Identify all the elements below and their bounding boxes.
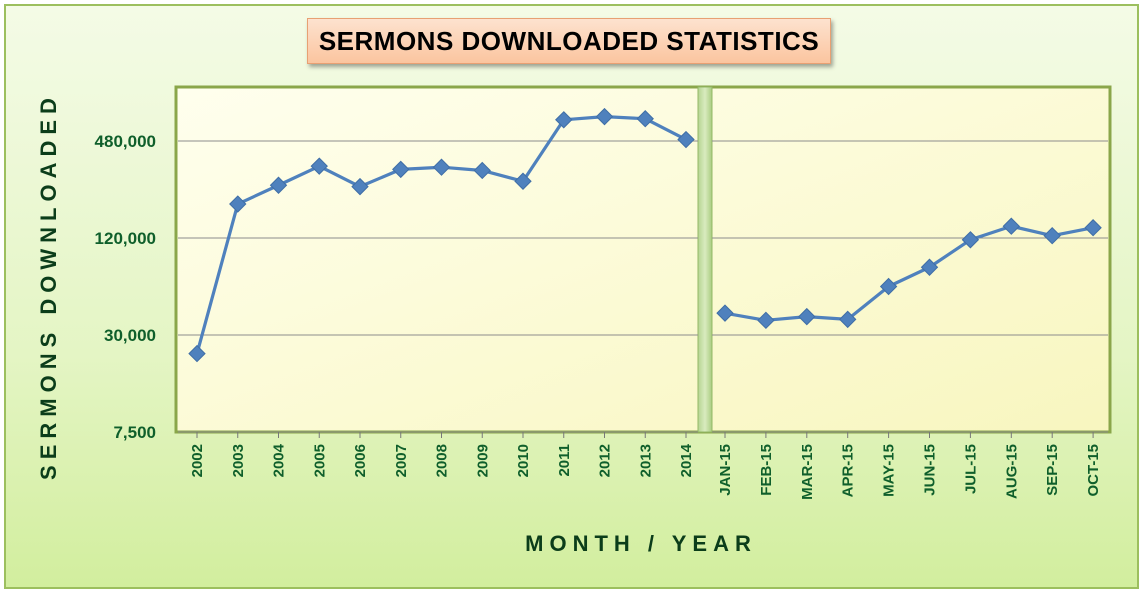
x-tick-label: 2007 <box>393 444 410 477</box>
x-tick-label: MAR-15 <box>799 444 816 500</box>
x-tick-label: 2004 <box>271 443 288 477</box>
x-axis-title: MONTH / YEAR <box>525 531 757 556</box>
data-point <box>677 130 695 149</box>
data-point <box>798 307 816 326</box>
data-point <box>555 111 573 129</box>
gridlines <box>178 140 1108 433</box>
x-tick-label: 2002 <box>189 444 206 477</box>
data-point <box>595 107 614 126</box>
data-point <box>269 176 288 194</box>
data-point <box>879 277 898 296</box>
data-point <box>473 161 491 180</box>
data-point <box>188 344 206 363</box>
x-tick-label: APR-15 <box>840 444 857 497</box>
y-axis-ticks: 7,500 30,000 120,000 480,000 <box>95 132 156 442</box>
y-tick-label: 30,000 <box>104 326 156 345</box>
x-tick-label: 2012 <box>597 444 614 477</box>
x-tick-label: AUG-15 <box>1003 444 1020 499</box>
x-tick-label: OCT-15 <box>1085 444 1102 497</box>
data-point <box>838 310 857 329</box>
data-point <box>514 172 532 190</box>
y-tick-label: 120,000 <box>95 229 156 248</box>
data-point <box>716 304 734 322</box>
x-tick-label: 2014 <box>678 443 695 477</box>
series-layer <box>188 107 1102 363</box>
data-point <box>636 110 654 128</box>
data-point <box>1043 226 1061 245</box>
x-tick-label: 2003 <box>230 444 247 477</box>
x-tick-label: 2009 <box>474 444 491 477</box>
x-tick-label: 2010 <box>515 444 532 477</box>
series-line <box>724 224 1094 322</box>
plot-frame <box>174 85 1112 434</box>
x-tick-label: 2013 <box>637 444 654 477</box>
data-point <box>351 177 369 196</box>
x-tick-label: MAY-15 <box>881 444 898 497</box>
y-tick-label: 7,500 <box>113 423 156 442</box>
x-tick-label: 2008 <box>434 444 451 477</box>
panel-separator <box>697 86 713 433</box>
x-tick-label: JUL-15 <box>962 444 979 494</box>
data-point <box>757 311 775 330</box>
chart-title: SERMONS DOWNLOADED STATISTICS <box>318 25 820 56</box>
x-tick-label: 2005 <box>311 444 328 477</box>
data-point <box>432 158 451 176</box>
x-tick-label: FEB-15 <box>758 444 775 496</box>
plot-area <box>174 85 1112 434</box>
x-tick-label: JAN-15 <box>717 444 734 496</box>
y-axis-title: SERMONS DOWNLOADED <box>36 92 61 480</box>
data-point <box>961 231 980 249</box>
data-point <box>392 160 410 179</box>
data-point <box>920 258 939 276</box>
y-tick-label: 480,000 <box>95 132 156 151</box>
data-point <box>310 157 328 175</box>
data-point <box>1002 217 1021 235</box>
x-tick-label: 2011 <box>556 444 573 477</box>
x-tick-label: SEP-15 <box>1044 444 1061 496</box>
chart-title-box: SERMONS DOWNLOADED STATISTICS <box>307 18 831 64</box>
x-axis-ticks: 2002 2003 2004 2005 2006 2007 2008 2009 2010 2011… <box>189 432 1102 500</box>
data-point <box>229 195 247 213</box>
data-point <box>1084 219 1102 237</box>
x-tick-label: JUN-15 <box>922 444 939 496</box>
x-tick-label: 2006 <box>352 444 369 477</box>
